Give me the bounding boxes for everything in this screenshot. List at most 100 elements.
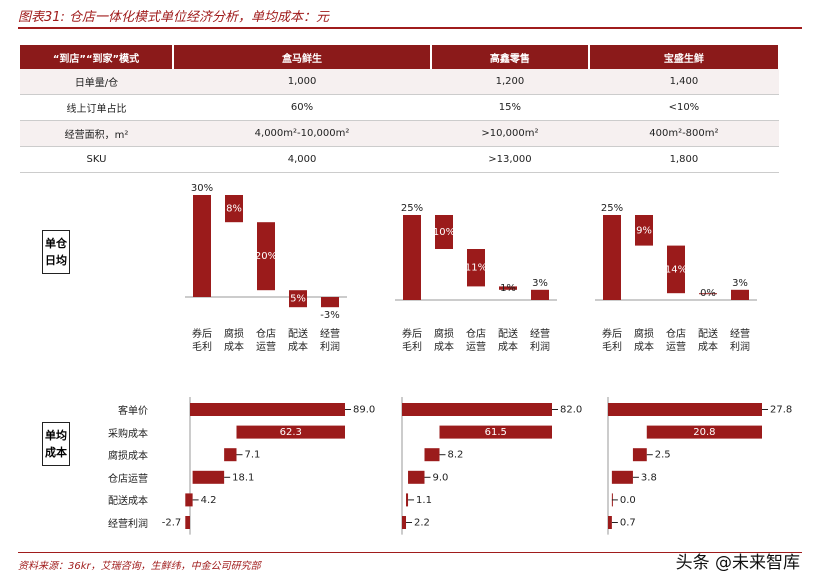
bar bbox=[185, 516, 190, 529]
value-label: 61.5 bbox=[485, 427, 507, 438]
value-label: 3% bbox=[532, 278, 548, 289]
category-label: 经营利润 bbox=[108, 519, 148, 530]
category-label: 腐损成本 bbox=[224, 329, 244, 353]
bar bbox=[403, 215, 421, 300]
source-rule bbox=[18, 552, 802, 553]
bar bbox=[499, 286, 517, 290]
table-cell: 4,000m²-10,000m² bbox=[173, 120, 432, 147]
category-label: 客单价 bbox=[118, 406, 148, 417]
table-cell: 1,200 bbox=[431, 69, 589, 95]
bar bbox=[185, 493, 193, 507]
category-label: 券后毛利 bbox=[602, 329, 622, 353]
category-label: 仓店运营 bbox=[466, 329, 486, 353]
bar bbox=[635, 215, 653, 246]
value-label: 2.5 bbox=[655, 450, 671, 461]
value-label: 4.2 bbox=[201, 495, 217, 506]
value-label: 5% bbox=[290, 294, 306, 305]
source: 资料来源：36kr，艾瑞咨询，生鲜纬，中金公司研究部 bbox=[18, 561, 261, 572]
table-cell: 日单量/仓 bbox=[20, 69, 173, 95]
bar bbox=[192, 470, 225, 484]
bar bbox=[321, 297, 339, 308]
table-cell: 4,000 bbox=[173, 146, 432, 173]
category-label: 仓店运营 bbox=[256, 329, 276, 353]
value-label: 14% bbox=[665, 264, 687, 275]
table: “到店”“到家”模式 盒马鲜生 高鑫零售 宝盛生鲜 日单量/仓 1,000 1,20… bbox=[20, 45, 781, 173]
value-label: 11% bbox=[465, 263, 487, 274]
table-cell: 15% bbox=[431, 94, 589, 121]
bar bbox=[225, 195, 243, 223]
table-row: 日单量/仓 1,000 1,200 1,400 bbox=[20, 69, 779, 95]
header-cell: 宝盛生鲜 bbox=[588, 45, 781, 69]
bar bbox=[699, 293, 717, 295]
value-label: -3% bbox=[320, 310, 339, 321]
table-cell: 1,400 bbox=[588, 69, 779, 95]
bar bbox=[289, 290, 307, 308]
table-cell: 1,800 bbox=[588, 146, 779, 173]
table-cell: SKU bbox=[20, 146, 173, 173]
value-label: 25% bbox=[401, 203, 423, 214]
value-label: 89.0 bbox=[353, 405, 375, 416]
category-label: 配送成本 bbox=[108, 496, 148, 508]
value-label: 62.3 bbox=[280, 427, 302, 438]
value-label: 18.1 bbox=[232, 472, 254, 483]
value-label: 82.0 bbox=[560, 405, 582, 416]
table-cell: 线上订单占比 bbox=[20, 94, 173, 121]
bar bbox=[667, 245, 685, 294]
header-cell: 高鑫零售 bbox=[431, 45, 590, 69]
value-label: 0.7 bbox=[620, 518, 636, 529]
title-rule bbox=[18, 27, 802, 29]
title: 图表31: 仓店一体化模式单位经济分析，单均成本：元 bbox=[18, 10, 330, 25]
value-label: 27.8 bbox=[770, 405, 792, 416]
table-cell: <10% bbox=[588, 94, 779, 121]
table-row: SKU 4,000 >13,000 1,800 bbox=[20, 146, 779, 173]
category-label: 仓店运营 bbox=[666, 329, 686, 353]
bar bbox=[257, 222, 275, 291]
value-label: 8.2 bbox=[448, 450, 464, 461]
bar bbox=[646, 425, 762, 439]
bar bbox=[608, 516, 612, 529]
bar bbox=[224, 448, 237, 462]
bar bbox=[406, 493, 409, 507]
table-row: 线上订单占比 60% 15% <10% bbox=[20, 94, 779, 121]
table-cell: 1,000 bbox=[173, 69, 432, 95]
category-label: 腐损成本 bbox=[434, 329, 454, 353]
category-label: 采购成本 bbox=[108, 428, 148, 440]
category-label: 经营利润 bbox=[320, 329, 340, 353]
value-label: 7.1 bbox=[245, 450, 261, 461]
value-label: 30% bbox=[191, 183, 213, 194]
value-label: 8% bbox=[226, 204, 242, 215]
value-label: 2.2 bbox=[414, 518, 430, 529]
value-label: 3.8 bbox=[641, 472, 657, 483]
value-label: 1% bbox=[500, 283, 516, 294]
row-label: 单均成本 bbox=[42, 422, 70, 466]
header-cell: 盒马鲜生 bbox=[173, 45, 433, 69]
value-label: 20% bbox=[255, 251, 277, 262]
bar bbox=[611, 470, 633, 484]
bar bbox=[190, 403, 345, 416]
table-cell: 400m²-800m² bbox=[588, 120, 779, 147]
bar bbox=[531, 289, 549, 300]
value-label: 9.0 bbox=[433, 472, 449, 483]
value-label: 9% bbox=[636, 225, 652, 236]
category-label: 仓店运营 bbox=[108, 473, 148, 485]
table-cell: 经营面积，m² bbox=[20, 120, 173, 147]
category-label: 配送成本 bbox=[498, 329, 518, 353]
category-label: 配送成本 bbox=[288, 329, 308, 353]
bar bbox=[603, 215, 621, 300]
value-label: 10% bbox=[433, 227, 455, 238]
table-row: 经营面积，m² 4,000m²-10,000m² >10,000m² 400m²-80… bbox=[20, 120, 779, 147]
bar bbox=[608, 403, 762, 416]
table-cell: >10,000m² bbox=[431, 120, 589, 147]
table-cell: >13,000 bbox=[431, 146, 589, 173]
header-cell: “到店”“到家”模式 bbox=[20, 45, 174, 69]
category-label: 经营利润 bbox=[530, 329, 550, 353]
bar bbox=[435, 215, 453, 249]
value-label: 20.8 bbox=[693, 427, 715, 438]
bar bbox=[402, 403, 552, 416]
bar bbox=[632, 448, 647, 462]
bar bbox=[402, 516, 407, 529]
table-cell: 60% bbox=[173, 94, 432, 121]
value-label: 1.1 bbox=[416, 495, 432, 506]
